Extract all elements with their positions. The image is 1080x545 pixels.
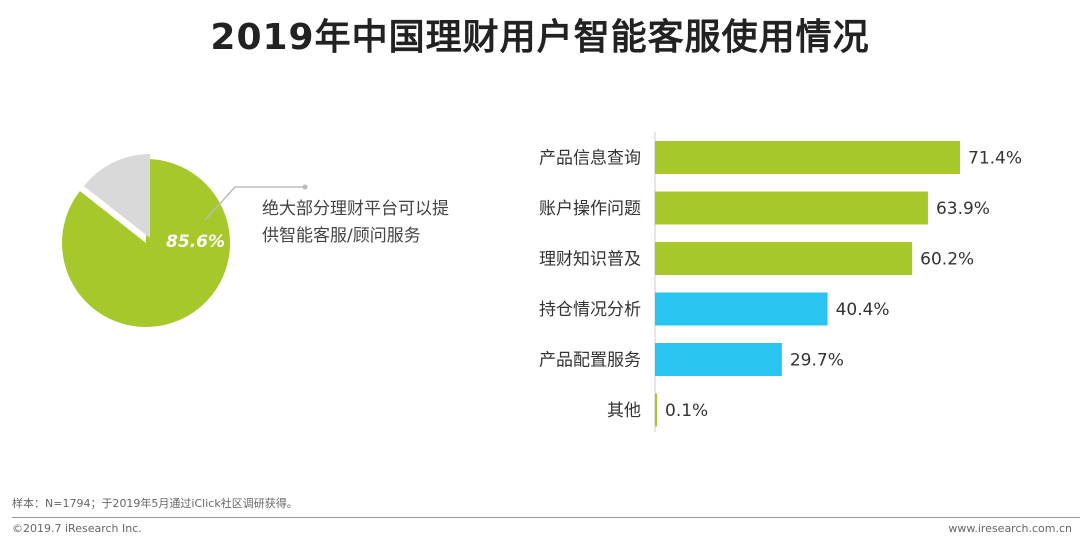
bar-category-label: 持仓情况分析 xyxy=(539,300,641,320)
bar xyxy=(655,393,657,427)
bar-value-label: 40.4% xyxy=(836,300,890,320)
pie-leader-dot xyxy=(302,184,308,190)
bar-category-label: 账户操作问题 xyxy=(539,199,641,219)
footer-url: www.iresearch.com.cn xyxy=(948,522,1072,535)
bar-value-label: 63.9% xyxy=(936,199,990,219)
bar-category-label: 理财知识普及 xyxy=(539,250,641,270)
pie-leader-line xyxy=(204,186,236,221)
bar xyxy=(655,141,960,174)
bar-value-label: 71.4% xyxy=(968,149,1022,169)
footer-divider xyxy=(12,517,1080,518)
bar-chart: 产品信息查询 71.4% 账户操作问题 63.9% 理财知识普及 60.2% 持仓情况分析 4… xyxy=(539,132,1022,432)
bar-category-label: 产品信息查询 xyxy=(539,149,641,169)
bar xyxy=(655,191,928,225)
pie-slice xyxy=(83,154,150,238)
bar xyxy=(655,242,913,275)
bar-category-label: 其他 xyxy=(607,401,641,421)
bar xyxy=(655,292,828,326)
bar xyxy=(655,343,782,376)
bar-category-label: 产品配置服务 xyxy=(539,351,641,371)
footer-copyright: ©2019.7 iResearch Inc. xyxy=(12,522,142,535)
pie-slice xyxy=(62,159,230,327)
bar-value-label: 29.7% xyxy=(790,351,844,371)
pie-slice-label: 85.6% xyxy=(166,232,225,252)
bar-value-label: 60.2% xyxy=(920,250,974,270)
page-title: 2019年中国理财用户智能客服使用情况 xyxy=(210,17,870,58)
footer-note: 样本：N=1794；于2019年5月通过iClick社区调研获得。 xyxy=(12,497,298,510)
pie-chart xyxy=(62,154,308,327)
pie-annotation: 绝大部分理财平台可以提供智能客服/顾问服务 xyxy=(262,199,449,246)
bar-value-label: 0.1% xyxy=(665,401,708,421)
